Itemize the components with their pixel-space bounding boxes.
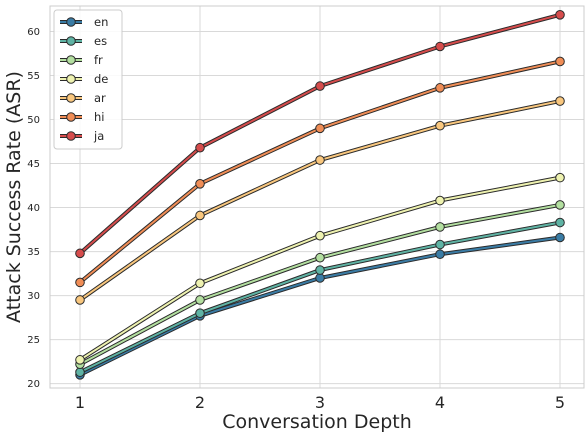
series-ja <box>75 10 565 259</box>
legend-marker <box>66 17 76 27</box>
y-tick-label: 55 <box>27 71 40 82</box>
data-point <box>75 367 85 377</box>
data-point <box>315 81 325 91</box>
series-ar <box>75 96 565 305</box>
legend-label: fr <box>94 53 103 67</box>
data-point <box>435 120 445 131</box>
data-point <box>75 355 85 365</box>
data-point <box>195 178 205 189</box>
legend-label: hi <box>94 110 104 124</box>
data-point <box>315 123 325 134</box>
data-point <box>315 230 325 241</box>
y-tick-label: 60 <box>27 27 40 38</box>
data-point <box>75 277 85 288</box>
series-de <box>75 172 565 365</box>
legend-item-ja: ja <box>60 129 104 143</box>
series-es <box>75 217 565 377</box>
legend-label: en <box>94 15 108 29</box>
legend-item-ar: ar <box>60 91 106 105</box>
data-point <box>195 295 205 305</box>
series-hi <box>75 56 565 288</box>
x-tick-label: 3 <box>315 393 325 412</box>
data-point <box>435 83 445 93</box>
data-point <box>435 249 445 260</box>
y-tick-label: 35 <box>27 247 40 258</box>
data-point <box>195 210 205 221</box>
x-axis-title: Conversation Depth <box>222 411 412 433</box>
y-tick-label: 40 <box>27 203 40 214</box>
legend-item-en: en <box>60 15 108 29</box>
legend-item-fr: fr <box>60 53 103 67</box>
data-point <box>315 155 325 165</box>
legend-marker <box>66 74 76 84</box>
legend: en es fr de ar hi ja <box>53 9 123 150</box>
plot-area <box>49 5 585 389</box>
data-point <box>555 10 565 20</box>
legend-item-es: es <box>60 34 107 48</box>
legend-marker <box>66 55 76 65</box>
data-point <box>435 41 445 52</box>
legend-label: ar <box>94 91 106 105</box>
x-tick-label: 4 <box>435 393 445 412</box>
data-point <box>555 232 565 243</box>
legend-item-de: de <box>60 72 108 86</box>
data-point <box>195 278 205 289</box>
legend-marker <box>66 131 76 141</box>
y-tick-label: 20 <box>27 379 40 390</box>
y-tick-label: 50 <box>27 115 40 126</box>
legend-item-hi: hi <box>60 110 104 124</box>
data-point <box>195 308 205 318</box>
data-point <box>75 248 85 259</box>
data-point <box>555 172 565 183</box>
legend-marker <box>66 93 76 103</box>
x-tick-label: 2 <box>195 393 205 412</box>
data-point <box>555 200 565 210</box>
x-tick-label: 1 <box>75 393 85 412</box>
data-point <box>315 252 325 263</box>
x-tick-label: 5 <box>555 393 565 412</box>
data-point <box>555 56 565 67</box>
y-axis-title: Attack Success Rate (ASR) <box>3 71 25 323</box>
legend-label: de <box>94 72 108 86</box>
data-point <box>75 295 85 305</box>
y-tick-label: 25 <box>27 335 40 346</box>
y-tick-label: 30 <box>27 291 40 302</box>
legend-marker <box>66 112 76 122</box>
y-tick-label: 45 <box>27 159 40 170</box>
data-point <box>195 142 205 153</box>
data-point <box>315 265 325 275</box>
series-group <box>75 10 565 380</box>
data-point <box>435 222 445 232</box>
data-point <box>315 273 325 283</box>
data-point <box>435 239 445 250</box>
data-point <box>435 195 445 206</box>
data-point <box>555 217 565 228</box>
legend-marker <box>66 36 76 46</box>
series-en <box>75 232 565 380</box>
data-point <box>555 96 565 106</box>
grid <box>50 6 584 388</box>
legend-label: es <box>94 34 107 48</box>
legend-label: ja <box>93 129 104 143</box>
